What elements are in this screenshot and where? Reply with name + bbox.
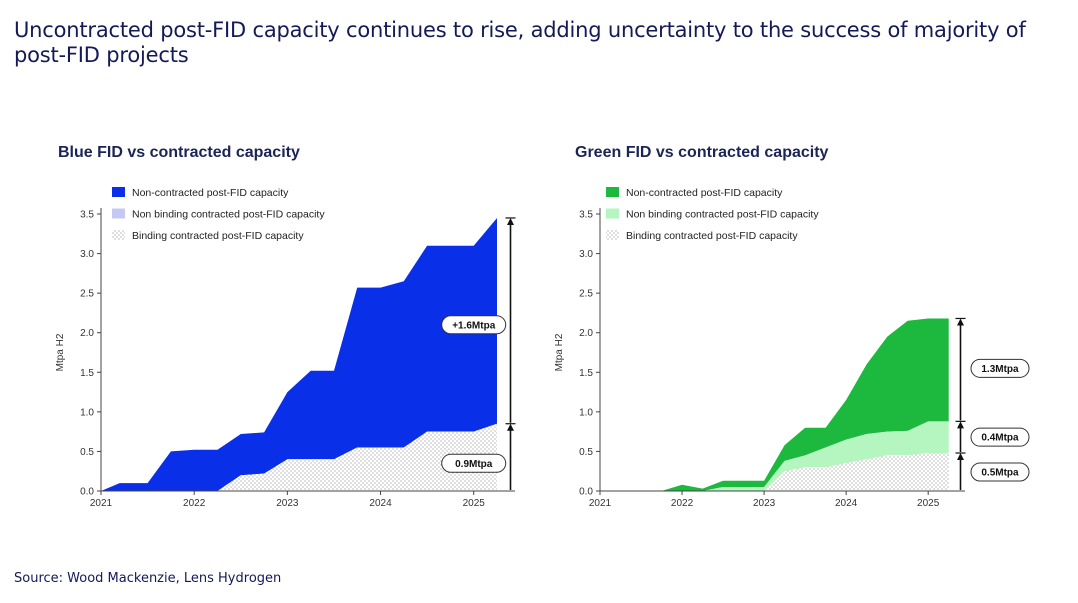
x-tick-label: 2022	[671, 498, 694, 509]
x-tick-label: 2024	[369, 498, 392, 509]
annotation-arrow-head	[957, 453, 964, 461]
legend-label: Non binding contracted post-FID capacity	[132, 209, 325, 221]
legend-label: Non-contracted post-FID capacity	[132, 187, 289, 199]
y-tick-label: 2.0	[579, 328, 593, 339]
x-tick-label: 2023	[753, 498, 776, 509]
annotation-badge	[970, 462, 1030, 482]
x-tick-label: 2021	[90, 498, 113, 509]
annotation-arrow-head	[507, 423, 514, 431]
y-tick-label: 1.5	[80, 368, 94, 379]
y-tick-label: 2.5	[579, 289, 593, 300]
y-axis-label: Mtpa H2	[554, 333, 565, 371]
y-tick-label: 1.0	[80, 407, 94, 418]
y-tick-label: 3.5	[80, 210, 94, 221]
annotation-label: +1.6Mtpa	[452, 320, 496, 331]
y-tick-label: 0.0	[80, 487, 94, 498]
legend-label: Binding contracted post-FID capacity	[626, 230, 798, 242]
x-tick-label: 2025	[917, 498, 940, 509]
y-tick-label: 2.0	[80, 328, 94, 339]
chart-title: Blue FID vs contracted capacity	[58, 144, 300, 161]
annotation-badge	[970, 427, 1030, 447]
legend-swatch	[112, 208, 125, 219]
x-tick-label: 2025	[463, 498, 486, 509]
legend-label: Non-contracted post-FID capacity	[626, 187, 783, 199]
non-contracted-area	[101, 218, 497, 491]
page-headline: Uncontracted post-FID capacity continues…	[14, 18, 1026, 67]
x-tick-label: 2022	[183, 498, 206, 509]
source-note: Source: Wood Mackenzie, Lens Hydrogen	[14, 571, 282, 586]
x-tick-label: 2024	[835, 498, 858, 509]
y-tick-label: 0.5	[579, 447, 593, 458]
legend-swatch	[112, 230, 125, 240]
annotation-label: 0.5Mtpa	[981, 468, 1019, 479]
x-tick-label: 2023	[276, 498, 299, 509]
legend-swatch	[606, 187, 619, 197]
binding-area	[101, 423, 497, 491]
x-tick-label: 2021	[589, 498, 612, 509]
legend-label: Binding contracted post-FID capacity	[132, 230, 304, 242]
legend-swatch	[112, 187, 125, 197]
legend-label: Non binding contracted post-FID capacity	[626, 209, 819, 221]
chart-title: Green FID vs contracted capacity	[575, 144, 829, 161]
annotation-badge	[441, 453, 507, 473]
annotation-arrow-head	[957, 421, 964, 429]
y-tick-label: 0.0	[579, 487, 593, 498]
green-fid-chart: Green FID vs contracted capacity 0.0 0.5 1.…	[554, 144, 1030, 509]
y-tick-label: 1.5	[579, 368, 593, 379]
y-tick-label: 1.0	[579, 407, 593, 418]
y-tick-label: 3.0	[579, 249, 593, 260]
annotation-arrow-head	[957, 318, 964, 326]
legend-swatch	[606, 208, 619, 219]
legend-swatch	[606, 230, 619, 240]
y-tick-label: 0.5	[80, 447, 94, 458]
annotation-badge	[441, 315, 507, 335]
annotation-badge	[970, 358, 1030, 378]
y-axis-label: Mtpa H2	[55, 333, 66, 371]
blue-fid-chart: Blue FID vs contracted capacity 0.0 0.5 1.0…	[55, 144, 516, 509]
annotation-label: 0.4Mtpa	[981, 433, 1019, 444]
y-tick-label: 2.5	[80, 289, 94, 300]
annotation-arrow-head	[507, 217, 514, 225]
annotation-label: 1.3Mtpa	[981, 364, 1019, 375]
y-tick-label: 3.5	[579, 210, 593, 221]
non-contracted-area	[600, 318, 949, 491]
annotation-label: 0.9Mtpa	[455, 459, 493, 470]
binding-area	[600, 453, 949, 491]
y-tick-label: 3.0	[80, 249, 94, 260]
non-binding-area	[600, 421, 949, 491]
